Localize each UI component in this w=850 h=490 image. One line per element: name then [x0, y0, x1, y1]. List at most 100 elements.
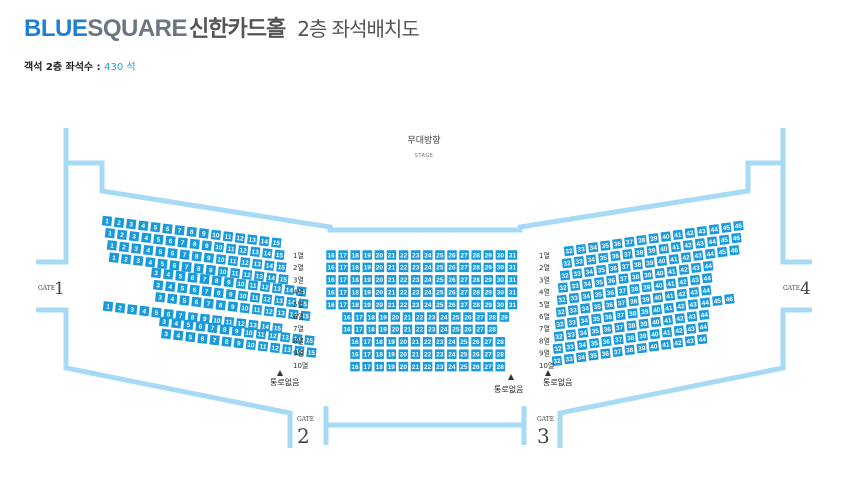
seat[interactable]: 34 — [587, 242, 599, 253]
seat[interactable]: 11 — [251, 304, 263, 315]
seat[interactable]: 22 — [398, 262, 409, 273]
seat[interactable]: 16 — [350, 361, 360, 372]
seat[interactable]: 42 — [682, 239, 694, 251]
seat[interactable]: 7 — [177, 237, 188, 248]
seat[interactable]: 16 — [326, 287, 336, 297]
seat[interactable]: 27 — [459, 287, 469, 297]
seat[interactable]: 7 — [179, 249, 190, 260]
seat[interactable]: 18 — [350, 299, 360, 310]
seat[interactable]: 46 — [729, 244, 740, 256]
seat[interactable]: 26 — [447, 287, 457, 297]
seat[interactable]: 11 — [257, 341, 269, 352]
seat[interactable]: 28 — [471, 287, 481, 297]
seat[interactable]: 45 — [719, 234, 730, 246]
seat[interactable]: 16 — [342, 324, 352, 335]
seat[interactable]: 42 — [673, 325, 685, 336]
seat[interactable]: 43 — [685, 323, 697, 335]
seat[interactable]: 3 — [160, 328, 172, 340]
seat[interactable]: 34 — [578, 315, 590, 326]
seat[interactable]: 22 — [422, 349, 433, 359]
seat[interactable]: 27 — [483, 349, 493, 359]
seat[interactable]: 1 — [106, 240, 118, 251]
seat[interactable]: 44 — [700, 285, 712, 296]
seat[interactable]: 34 — [580, 290, 592, 302]
seat[interactable]: 25 — [435, 275, 445, 285]
seat[interactable]: 27 — [475, 324, 485, 335]
seat[interactable]: 43 — [689, 274, 701, 286]
seat[interactable]: 39 — [638, 318, 649, 330]
seat[interactable]: 32 — [557, 282, 569, 293]
seat[interactable]: 16 — [326, 275, 336, 285]
seat[interactable]: 35 — [588, 350, 599, 361]
seat[interactable]: 40 — [650, 316, 662, 328]
seat[interactable]: 44 — [697, 321, 709, 333]
seat[interactable]: 17 — [338, 250, 348, 260]
seat[interactable]: 14 — [262, 248, 273, 259]
seat[interactable]: 30 — [495, 250, 506, 260]
seat[interactable]: 44 — [696, 333, 708, 345]
seat[interactable]: 6 — [191, 296, 202, 308]
seat[interactable]: 23 — [410, 250, 421, 260]
seat[interactable]: 18 — [350, 250, 360, 260]
seat[interactable]: 21 — [386, 275, 397, 285]
seat[interactable]: 28 — [487, 324, 497, 335]
seat[interactable]: 21 — [386, 299, 397, 310]
seat[interactable]: 43 — [692, 250, 704, 261]
seat[interactable]: 26 — [471, 361, 481, 372]
seat[interactable]: 10 — [213, 241, 225, 253]
seat[interactable]: 37 — [622, 248, 633, 260]
seat[interactable]: 41 — [663, 302, 675, 314]
seat[interactable]: 16 — [350, 349, 360, 359]
seat[interactable]: 24 — [423, 299, 433, 310]
seat[interactable]: 41 — [666, 266, 678, 277]
seat[interactable]: 15 — [274, 249, 285, 261]
seat[interactable]: 10 — [211, 315, 223, 326]
seat[interactable]: 8 — [221, 336, 232, 347]
seat[interactable]: 2 — [118, 241, 130, 253]
seat[interactable]: 29 — [483, 262, 494, 273]
seat[interactable]: 41 — [661, 327, 673, 338]
seat[interactable]: 3 — [126, 304, 138, 315]
seat[interactable]: 7 — [199, 273, 210, 285]
seat[interactable]: 11 — [223, 316, 235, 328]
seat[interactable]: 39 — [640, 294, 651, 305]
seat[interactable]: 33 — [563, 353, 575, 365]
seat[interactable]: 24 — [439, 324, 449, 335]
seat[interactable]: 38 — [625, 332, 636, 344]
seat[interactable]: 13 — [281, 344, 293, 355]
seat[interactable]: 42 — [677, 276, 689, 288]
seat[interactable]: 30 — [495, 262, 506, 273]
seat[interactable]: 44 — [699, 297, 711, 308]
seat[interactable]: 17 — [354, 324, 364, 335]
seat[interactable]: 16 — [326, 250, 336, 260]
seat[interactable]: 12 — [235, 318, 247, 329]
seat[interactable]: 22 — [398, 299, 409, 310]
seat[interactable]: 32 — [554, 318, 566, 330]
seat[interactable]: 21 — [402, 312, 413, 322]
seat[interactable]: 25 — [435, 287, 445, 297]
seat[interactable]: 37 — [618, 273, 629, 284]
seat[interactable]: 12 — [237, 245, 249, 256]
seat[interactable]: 10 — [217, 266, 229, 277]
seat[interactable]: 36 — [605, 287, 616, 298]
seat[interactable]: 41 — [672, 229, 684, 241]
seat[interactable]: 22 — [414, 312, 425, 322]
seat[interactable]: 36 — [600, 348, 611, 359]
seat[interactable]: 37 — [617, 285, 628, 297]
gate-2[interactable]: GATE 2 — [297, 416, 314, 448]
seat[interactable]: 2 — [116, 229, 128, 241]
seat[interactable]: 43 — [688, 286, 700, 298]
seat[interactable]: 46 — [731, 232, 742, 244]
seat[interactable]: 19 — [362, 250, 373, 260]
seat[interactable]: 25 — [435, 250, 445, 260]
seat[interactable]: 4 — [139, 305, 150, 317]
seat[interactable]: 24 — [423, 275, 433, 285]
seat[interactable]: 45 — [717, 246, 728, 258]
seat[interactable]: 28 — [495, 361, 505, 372]
seat[interactable]: 7 — [174, 225, 185, 236]
seat[interactable]: 23 — [410, 287, 421, 297]
seat[interactable]: 23 — [410, 275, 421, 285]
seat[interactable]: 21 — [386, 287, 397, 297]
seat[interactable]: 21 — [386, 262, 397, 273]
seat[interactable]: 41 — [665, 278, 677, 289]
